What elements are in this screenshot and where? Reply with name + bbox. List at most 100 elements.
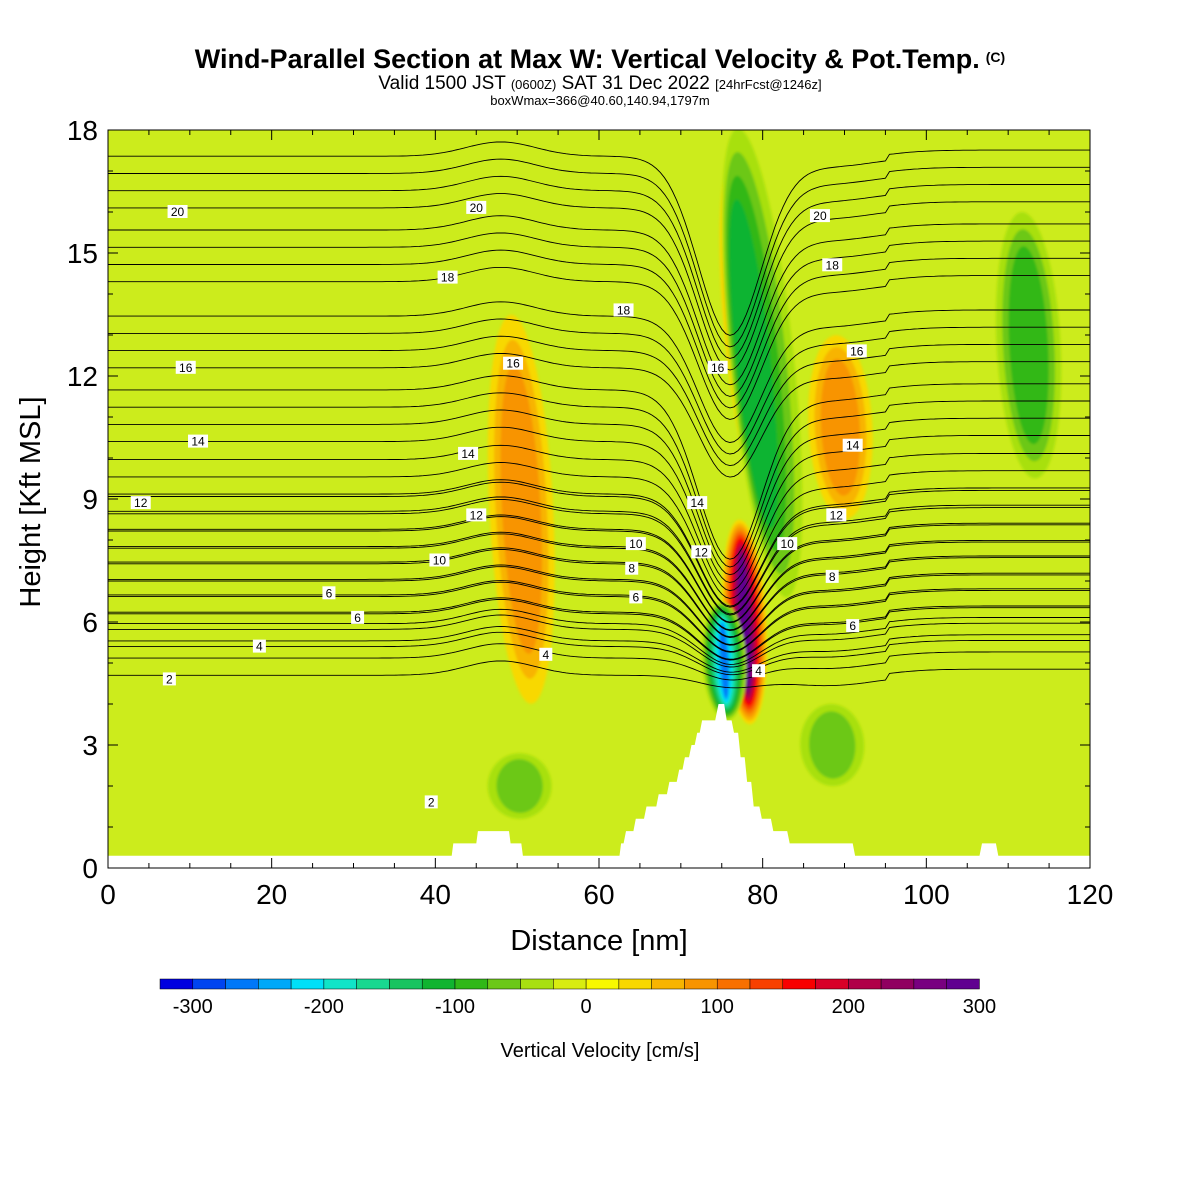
contour-label-box — [458, 446, 479, 460]
pot-temp-contour — [108, 353, 1090, 478]
colorbar-swatch — [749, 978, 784, 990]
contour-label: 6 — [326, 586, 333, 600]
pot-temp-contour — [108, 597, 1090, 660]
pot-temp-contour — [108, 392, 1090, 568]
contour-label: 18 — [826, 258, 840, 272]
colorbar-tick-label: 200 — [832, 996, 865, 1018]
colorbar-swatch — [651, 978, 685, 990]
pot-temp-contour — [108, 643, 1090, 681]
velocity-cell-downdraft — [729, 199, 779, 528]
contour-label: 14 — [691, 496, 705, 510]
contour-label-box — [846, 619, 860, 633]
contour-label: 4 — [755, 664, 762, 678]
velocity-cell-downdraft — [1008, 246, 1049, 445]
contour-label-box — [825, 569, 839, 583]
colorbar-swatch — [389, 978, 423, 990]
contour-label-box — [162, 672, 176, 686]
pot-temp-contour — [108, 548, 1090, 638]
velocity-cell-downdraft — [809, 711, 856, 779]
contour-label: 10 — [629, 537, 643, 551]
colorbar-swatch — [618, 978, 652, 990]
y-tick-label: 9 — [82, 484, 98, 515]
pot-temp-contour — [108, 141, 1090, 336]
contour-label: 4 — [542, 648, 549, 662]
pot-temp-contour — [108, 375, 1090, 560]
colorbar-swatch — [323, 978, 357, 990]
chart-title: Wind-Parallel Section at Max W: Vertical… — [194, 44, 1006, 74]
pot-temp-contour — [108, 318, 1090, 455]
pot-temp-contour — [108, 479, 1090, 607]
contour-label-box — [625, 561, 639, 575]
contour-label-box — [809, 209, 830, 223]
contour-label-box — [429, 553, 450, 567]
contour-label-box — [188, 434, 209, 448]
colorbar-tick-label: 0 — [581, 996, 592, 1018]
contour-label-box — [629, 590, 643, 604]
valid-time: Valid 1500 JST — [378, 73, 506, 94]
colorbar-tick-label: -300 — [173, 996, 213, 1018]
colorbar-swatch — [159, 978, 194, 990]
pot-temp-contour — [108, 514, 1090, 623]
pot-temp-contour — [108, 335, 1090, 467]
contour-label-box — [252, 639, 266, 653]
pot-temp-contour — [108, 608, 1090, 665]
contour-label-box — [826, 508, 847, 522]
colorbar-tick-label: 100 — [701, 996, 734, 1018]
potential-temperature-contours — [108, 141, 1090, 689]
colorbar-tick-label: -200 — [304, 996, 344, 1018]
contour-label-box — [846, 344, 867, 358]
pot-temp-contour — [108, 660, 1090, 689]
colorbar-swatch — [421, 978, 456, 990]
colorbar-swatch — [290, 978, 325, 990]
y-axis: 0 3 6 9 12 15 18 — [67, 115, 1090, 884]
contour-label-box — [130, 496, 151, 510]
colorbar-tick-label: -100 — [435, 996, 475, 1018]
contour-label: 8 — [829, 570, 836, 584]
colorbar-swatch — [520, 978, 554, 990]
contour-label: 14 — [461, 447, 475, 461]
colorbar-swatch — [782, 978, 816, 990]
contour-label-box — [351, 610, 365, 624]
contour-label-box — [503, 356, 524, 370]
colorbar-swatch — [553, 978, 587, 990]
colorbar-swatch — [225, 978, 259, 990]
pot-temp-contour — [108, 266, 1090, 420]
pot-temp-contour — [108, 564, 1090, 645]
pot-temp-contour — [108, 462, 1090, 599]
pot-temp-contour — [108, 249, 1090, 409]
contour-label: 12 — [470, 508, 484, 522]
contour-label: 16 — [506, 357, 520, 371]
contour-label: 14 — [846, 439, 860, 453]
contour-label: 20 — [171, 205, 185, 219]
pot-temp-contour — [108, 481, 1090, 608]
x-tick-label: 40 — [420, 879, 451, 910]
field-background — [108, 130, 1090, 868]
contour-label-box — [687, 496, 708, 510]
pot-temp-contour — [108, 498, 1090, 616]
colorbar-swatch — [815, 978, 849, 990]
contour-label: 14 — [191, 435, 205, 449]
colorbar-swatch — [946, 978, 980, 990]
contour-label: 4 — [256, 640, 263, 654]
colorbar-tick-label: 300 — [963, 996, 996, 1018]
pot-temp-contour — [108, 444, 1090, 592]
contour-label: 18 — [441, 271, 455, 285]
x-tick-label: 120 — [1067, 879, 1114, 910]
valid-time-line: Valid 1500 JST (0600Z) SAT 31 Dec 2022 [… — [0, 73, 1200, 95]
pot-temp-contour — [108, 158, 1090, 348]
plot-area: 2 2 4 4 4 6 6 6 6 8 8 10 10 10 12 12 12 12 14 14 14 14 16 16 16 1… — [108, 130, 1090, 868]
pot-temp-contour — [108, 531, 1090, 631]
pot-temp-contour — [108, 232, 1090, 397]
pot-temp-contour — [108, 580, 1090, 652]
colorbar-swatch — [192, 978, 226, 990]
pot-temp-contour — [108, 193, 1090, 371]
contour-label: 20 — [470, 201, 484, 215]
contour-label: 8 — [628, 562, 635, 576]
contour-labels: 2 2 4 4 4 6 6 6 6 8 8 10 10 10 12 12 12 12 14 14 14 14 16 16 16 1… — [130, 200, 867, 809]
pot-temp-contour — [108, 516, 1090, 624]
contour-label-box — [167, 205, 188, 218]
velocity-cell-downdraft — [496, 759, 543, 813]
pot-temp-contour — [108, 301, 1090, 443]
colorbar-swatch — [880, 978, 915, 990]
contour-label-box — [822, 258, 843, 272]
